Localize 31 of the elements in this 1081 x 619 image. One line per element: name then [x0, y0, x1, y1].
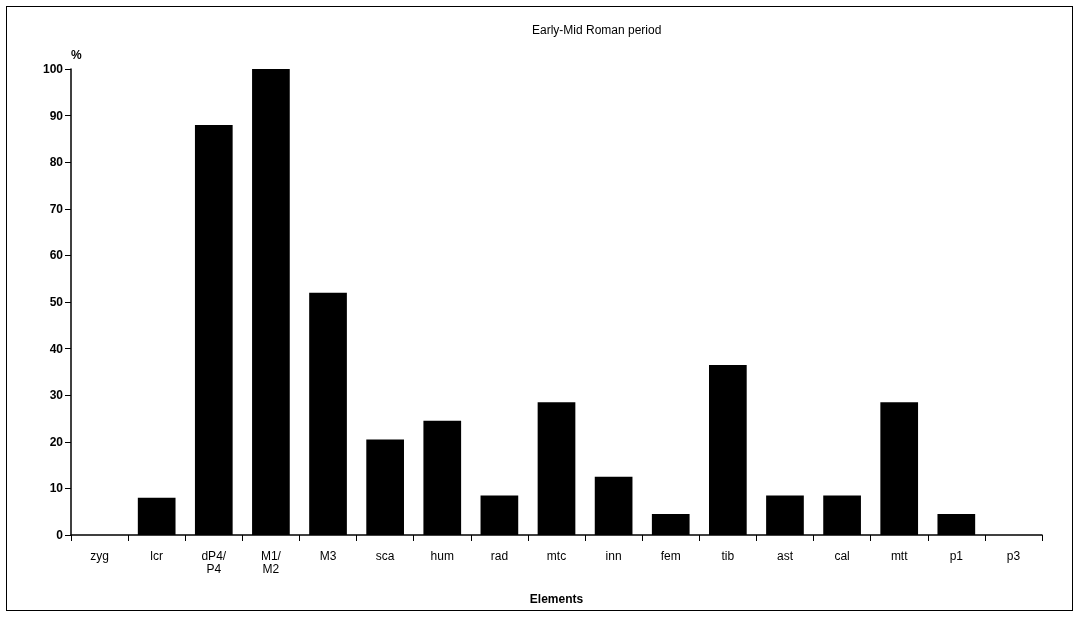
x-tick-label: ast — [776, 548, 794, 563]
y-tick-label: 80 — [49, 155, 64, 170]
x-tick-label: tib — [721, 548, 735, 563]
y-tick-label: 20 — [49, 434, 64, 449]
x-axis-title: Elements — [529, 592, 584, 606]
y-tick-label: 30 — [49, 388, 64, 403]
x-tick-label: lcr — [150, 548, 164, 563]
chart-title: Early-Mid Roman period — [532, 23, 662, 37]
x-tick-label: hum — [430, 548, 454, 563]
x-tick-label: sca — [375, 548, 395, 563]
y-tick-label: 40 — [49, 341, 64, 356]
y-tick-label: 10 — [49, 481, 64, 496]
x-tick-label: mtc — [546, 548, 567, 563]
x-tick-label: dP4/ P4 — [201, 548, 227, 576]
x-tick-label: zyg — [90, 548, 109, 563]
x-tick-label: fem — [660, 548, 681, 563]
x-tick-label: M1/ M2 — [260, 548, 282, 576]
y-tick-label: 100 — [42, 62, 64, 76]
x-tick-label: inn — [605, 548, 622, 563]
x-tick-label: cal — [834, 548, 850, 563]
x-tick-label: mtt — [890, 548, 909, 563]
x-tick-label: rad — [490, 548, 509, 563]
y-tick-label: 70 — [49, 201, 64, 216]
x-tick-label: p1 — [949, 548, 964, 563]
x-tick-label: M3 — [319, 548, 337, 563]
y-tick-label: 0 — [56, 528, 64, 542]
y-tick-label: 60 — [49, 248, 64, 263]
y-tick-label: 50 — [49, 295, 64, 309]
y-tick-label: 90 — [49, 108, 64, 123]
x-tick-label: p3 — [1006, 548, 1021, 563]
y-axis-title: % — [71, 48, 82, 62]
